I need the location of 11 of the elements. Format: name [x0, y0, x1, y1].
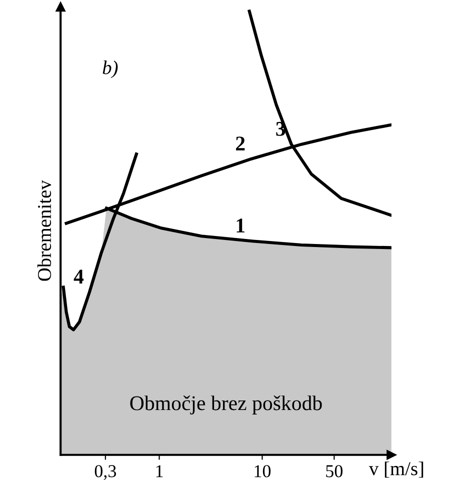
x-tick-label: 10 [254, 465, 271, 478]
series-label: 1 [236, 218, 244, 232]
series-label: 4 [74, 270, 84, 284]
annotation: b) [102, 60, 118, 78]
x-tick-label: 50 [326, 465, 343, 478]
x-tick-label: 1 [156, 465, 163, 478]
x-tick-label: 0,3 [94, 465, 116, 480]
annotation: Območje brez poškodb [130, 396, 322, 414]
y-axis-title: Obremenitev [37, 180, 52, 281]
series-label: 2 [236, 136, 245, 150]
x-axis-title: v [m/s] [368, 462, 424, 478]
